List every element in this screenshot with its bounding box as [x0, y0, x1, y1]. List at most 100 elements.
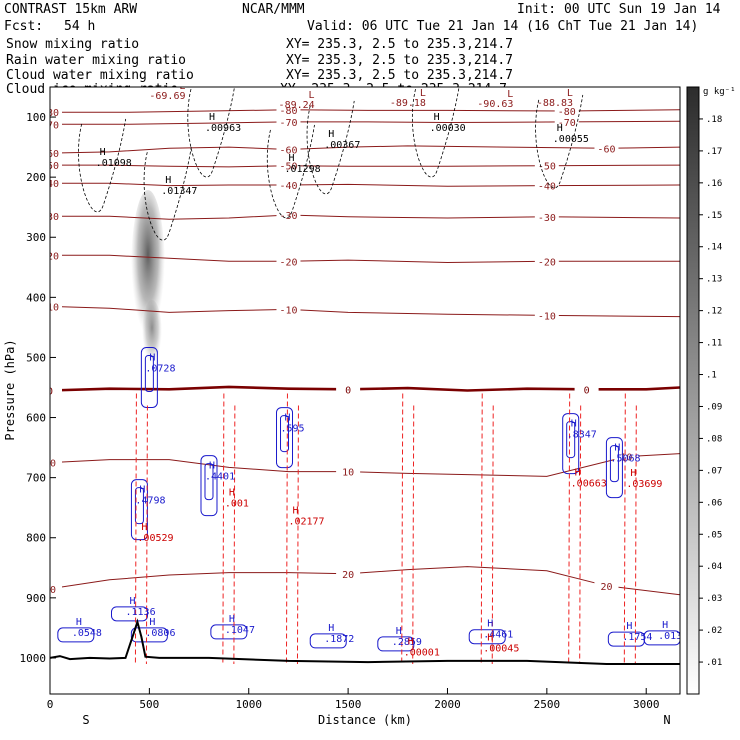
colorbar-tick-label: .08: [706, 434, 722, 444]
isotherm-label-bg: [534, 309, 559, 321]
ice-contour: [78, 118, 127, 213]
isotherm-label: -60: [597, 144, 615, 155]
isotherm-label-bg: [50, 384, 62, 396]
snow-min-marker: L: [507, 89, 513, 100]
cloud-water-contour: [643, 630, 680, 646]
cloud-water-max-label: .1136: [125, 607, 155, 618]
colorbar-tick-label: .1: [706, 371, 717, 381]
ice-contour: [266, 124, 315, 219]
ice-max-label: .00055: [553, 134, 589, 145]
field-rain-xy: XY= 235.3, 2.5 to 235.3,214.7: [286, 53, 513, 68]
cloud-water-contour: [280, 415, 290, 453]
y-tick-label: 300: [26, 231, 46, 244]
y-tick-label: 900: [26, 592, 46, 605]
isotherm-label-bg: [50, 249, 62, 261]
isotherm-label: -30: [41, 212, 59, 223]
cloud-water-contour: [144, 354, 154, 392]
cloud-water-max-label-h: H: [149, 352, 155, 363]
cloud-water-contours: [57, 346, 680, 652]
cloud-water-contour: [110, 606, 148, 622]
cloud-water-contour: [210, 624, 248, 640]
cloud-water-contour: [605, 437, 623, 499]
rain-water-contour: [480, 393, 494, 664]
rain-max-label-h: H: [575, 467, 581, 478]
rain-water-contours: [134, 393, 637, 664]
cloud-water-contour: [377, 636, 415, 652]
cloud-water-max-label: .595: [281, 424, 305, 435]
colorbar-tick-label: .09: [706, 402, 722, 412]
isotherm-label-bg: [554, 105, 579, 117]
isotherm-label: -40: [279, 181, 297, 192]
field-cloud-name: Cloud water mixing ratio: [6, 68, 194, 83]
isotherm-label: -30: [279, 211, 297, 222]
temperature-contours: -80 -80 -80-70 -70 -70-60 -60 -60-50 -50 -50-40-…: [41, 103, 680, 596]
colorbar-tick-label: .07: [706, 466, 722, 476]
isotherm-label: -10: [41, 302, 59, 313]
ice-max-label-h: H: [434, 112, 440, 123]
isotherm-line: [50, 109, 680, 113]
isotherm-label-bg: [50, 147, 62, 159]
isotherm-label-bg: [574, 383, 599, 395]
axes: 0 500 1000 1500 2000 2500 30001002003004005006…: [20, 111, 660, 711]
cloud-water-contour: [562, 413, 580, 475]
x-tick-label: 2000: [434, 698, 461, 711]
colorbar-tick-label: .18: [706, 115, 722, 125]
isotherm-label-bg: [276, 178, 301, 190]
isotherm-label: -50: [279, 162, 297, 173]
isotherm-label-bg: [50, 300, 62, 312]
cloud-water-contour: [309, 633, 347, 649]
isotherm-label: 10: [44, 459, 56, 470]
isotherm-label: 20: [600, 582, 612, 593]
x-end-label-south: S: [82, 713, 89, 727]
y-tick-label: 700: [26, 472, 46, 485]
isotherm-label: -70: [279, 118, 297, 129]
init-time: Init: 00 UTC Sun 19 Jan 14: [517, 2, 721, 17]
isotherm-label-bg: [554, 115, 579, 127]
colorbar-tick-label: .05: [706, 530, 722, 540]
ice-max-label: .01347: [161, 186, 197, 197]
x-tick-label: 1500: [335, 698, 362, 711]
cloud-water-max-label-h: H: [229, 614, 235, 625]
ice-contours: [78, 87, 584, 241]
isotherm-label: -40: [41, 179, 59, 190]
isotherm-label: 10: [620, 453, 632, 464]
rain-max-label: .02177: [288, 517, 324, 528]
colorbar-tick-label: .06: [706, 498, 722, 508]
ice-max-label: .00030: [430, 123, 466, 134]
cloud-water-contour: [140, 346, 158, 408]
snow-min-marker: L: [179, 81, 185, 92]
cloud-water-max-label: .1754: [622, 632, 652, 643]
isotherm-label: -10: [538, 311, 556, 322]
ice-max-label-h: H: [328, 129, 334, 140]
cloud-water-max-label: .1047: [225, 625, 255, 636]
colorbar-tick-label: .03: [706, 594, 722, 604]
y-tick-label: 200: [26, 171, 46, 184]
x-tick-label: 500: [139, 698, 159, 711]
snow-min-label: -89.18: [390, 98, 426, 109]
colorbar-ticks: .18 .17 .16 .15 .14 .13 .12 .11 .1 .09 .08 .07 .06 .0…: [699, 115, 722, 668]
rain-max-label-h: H: [292, 506, 298, 517]
rain-max-label-h: H: [229, 488, 235, 499]
ice-contour: [306, 100, 355, 195]
isotherm-label-bg: [50, 456, 62, 468]
cloud-water-max-label-h: H: [76, 617, 82, 628]
colorbar-tick-label: .14: [706, 243, 722, 253]
ice-max-label-h: H: [557, 123, 563, 134]
cloud-water-max-label-h: H: [626, 621, 632, 632]
isotherm-label-bg: [594, 142, 619, 154]
rain-max-label-h: H: [141, 522, 147, 533]
field-snow-xy: XY= 235.3, 2.5 to 235.3,214.7: [286, 37, 513, 52]
snow-min-label: -89.24: [279, 100, 315, 111]
cloud-water-max-label-h: H: [328, 623, 334, 634]
cloud-water-contour: [609, 445, 619, 483]
isotherm-label: 10: [342, 468, 354, 479]
colorbar-tick-label: .11: [706, 339, 722, 349]
cloud-water-contour: [276, 407, 294, 469]
isotherm-label-bg: [50, 582, 62, 594]
isotherm-label: -20: [41, 251, 59, 262]
cloud-water-contour: [134, 487, 144, 525]
ice-max-label-h: H: [288, 153, 294, 164]
valid-time: Valid: 06 UTC Tue 21 Jan 14 (16 ChT Tue …: [307, 19, 698, 34]
isotherm-label: -60: [41, 149, 59, 160]
